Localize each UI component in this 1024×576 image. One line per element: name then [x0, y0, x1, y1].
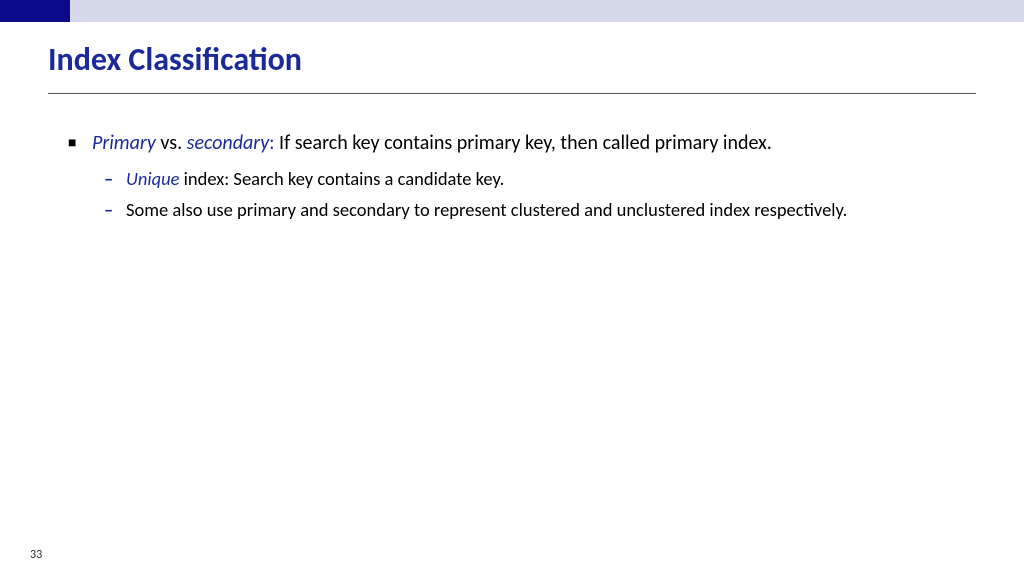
sub-bullet-text: Some also use primary and secondary to r… [126, 198, 964, 223]
page-number: 33 [30, 548, 42, 562]
vs-text: vs. [156, 131, 187, 155]
title-area: Index Classification [0, 22, 1024, 87]
square-bullet-icon: ■ [68, 130, 92, 157]
bullet-level1: ■ Primary vs. secondary: If search key c… [68, 130, 964, 157]
bullet-level2: – Unique index: Search key contains a ca… [104, 167, 964, 192]
bullet-level2: – Some also use primary and secondary to… [104, 198, 964, 223]
bullet-text: Primary vs. secondary: If search key con… [92, 130, 964, 157]
unique-definition: index: Search key contains a candidate k… [180, 167, 505, 190]
dash-bullet-icon: – [104, 198, 126, 223]
term-unique: Unique [126, 167, 180, 190]
term-primary: Primary [92, 131, 156, 155]
dash-bullet-icon: – [104, 167, 126, 192]
definition-text: If search key contains primary key, then… [275, 131, 772, 155]
slide-title: Index Classification [48, 40, 976, 79]
sub-bullet-text: Unique index: Search key contains a cand… [126, 167, 964, 192]
header-accent-block [0, 0, 70, 22]
header-bar [0, 0, 1024, 22]
slide-content: ■ Primary vs. secondary: If search key c… [0, 94, 1024, 223]
term-secondary: secondary [187, 131, 270, 155]
